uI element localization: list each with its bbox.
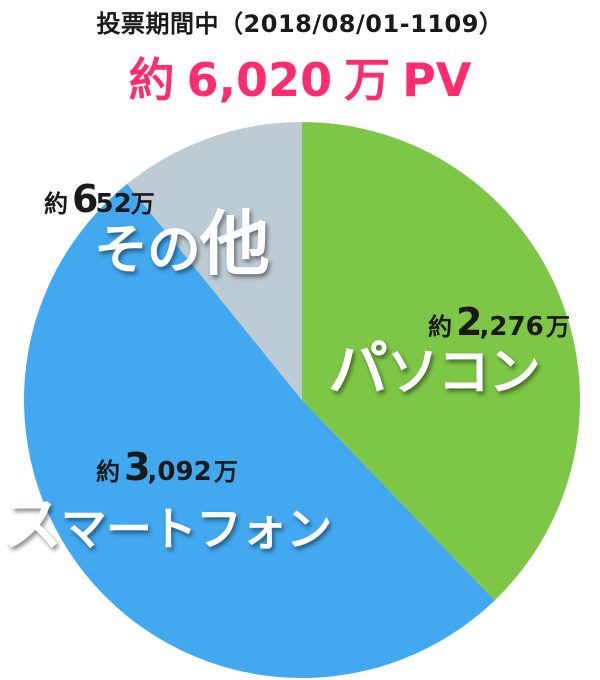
category-name-char: ト	[151, 502, 197, 556]
value-prefix: 約	[96, 458, 120, 486]
total-unit: 万	[344, 53, 391, 107]
value-rest-digits: ,092	[148, 457, 212, 487]
pie-slice-3	[127, 122, 302, 400]
total-prefix: 約	[128, 53, 175, 107]
category-name-char: ス	[2, 490, 62, 560]
value-prefix: 約	[44, 190, 68, 218]
category-name-char: ン	[286, 502, 332, 556]
value-lead-digit: 2	[456, 300, 482, 344]
value-lead-digit: 6	[72, 177, 98, 221]
voting-period-title: 投票期間中（2018/08/01-1109）	[96, 10, 504, 38]
slice-label-2: 約 3,092 万スマートフォン	[2, 445, 332, 560]
pie-labels: 約 2,276 万パソコン約 3,092 万スマートフォン約 652 万その他	[2, 177, 570, 560]
pie-slice-1	[302, 122, 581, 601]
category-name-char: フ	[196, 502, 242, 556]
category-name-char: マ	[61, 502, 107, 556]
value-prefix: 約	[428, 313, 452, 341]
value-lead-digit: 3	[124, 445, 150, 489]
value-unit: 万	[214, 458, 238, 486]
total-suffix: PV	[402, 53, 472, 107]
value-rest-digits: 52	[96, 189, 132, 219]
value-rest-digits: ,276	[480, 312, 544, 342]
category-name-char: 他	[199, 203, 270, 285]
category-name-char: コ	[438, 343, 490, 403]
total-value: 6,020	[186, 53, 333, 107]
category-name-char: の	[147, 218, 201, 281]
category-name-char: ン	[489, 343, 541, 403]
value-unit: 万	[131, 190, 155, 218]
category-name-char: ソ	[387, 343, 439, 403]
value-unit: 万	[546, 313, 570, 341]
pie-slices	[24, 122, 581, 678]
category-name-char: ォ	[241, 502, 287, 556]
category-name-char: パ	[328, 335, 388, 405]
category-name-char: ー	[106, 502, 152, 556]
pie-slice-2	[24, 183, 495, 678]
category-name-char: そ	[94, 218, 148, 281]
total-pageviews: 約 6,020 万 PV	[0, 44, 600, 110]
